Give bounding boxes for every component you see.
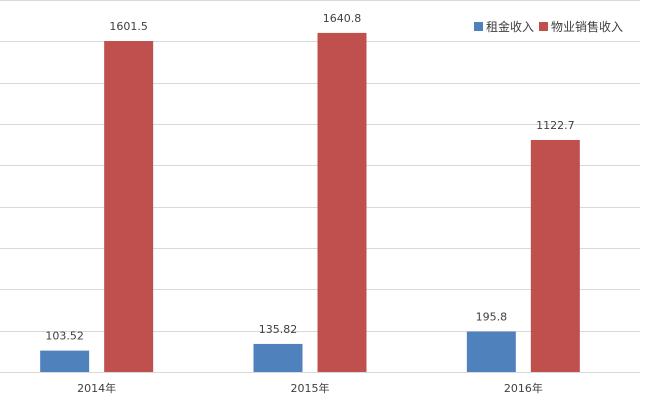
bar-2-1[interactable]	[530, 139, 580, 372]
x-tick-0: 2014年	[77, 381, 116, 395]
legend-label-1: 物业销售收入	[551, 19, 623, 34]
legend-swatch-1	[539, 22, 548, 31]
x-tick-1: 2015年	[291, 381, 330, 395]
bar-0-1[interactable]	[104, 41, 154, 372]
data-label-2-0: 195.8	[476, 311, 508, 324]
data-label-1-0: 135.82	[259, 323, 298, 336]
x-tick-2: 2016年	[504, 381, 543, 395]
bar-1-0[interactable]	[253, 343, 303, 372]
bar-1-1[interactable]	[317, 32, 367, 372]
legend-swatch-0	[474, 22, 483, 31]
data-label-0-1: 1601.5	[109, 20, 148, 33]
data-label-1-1: 1640.8	[323, 12, 362, 25]
x-axis-ticks: 2014年 2015年 2016年	[77, 381, 543, 395]
bar-0-0[interactable]	[40, 350, 90, 372]
bar-2-0[interactable]	[466, 331, 516, 372]
legend-label-0: 租金收入	[486, 19, 534, 34]
legend[interactable]: 租金收入 物业销售收入	[474, 19, 623, 34]
data-label-2-1: 1122.7	[536, 119, 575, 132]
bars	[40, 32, 580, 372]
data-labels: 103.52 1601.5 135.82 1640.8 195.8 1122.7	[45, 12, 574, 343]
data-label-0-0: 103.52	[45, 330, 84, 343]
